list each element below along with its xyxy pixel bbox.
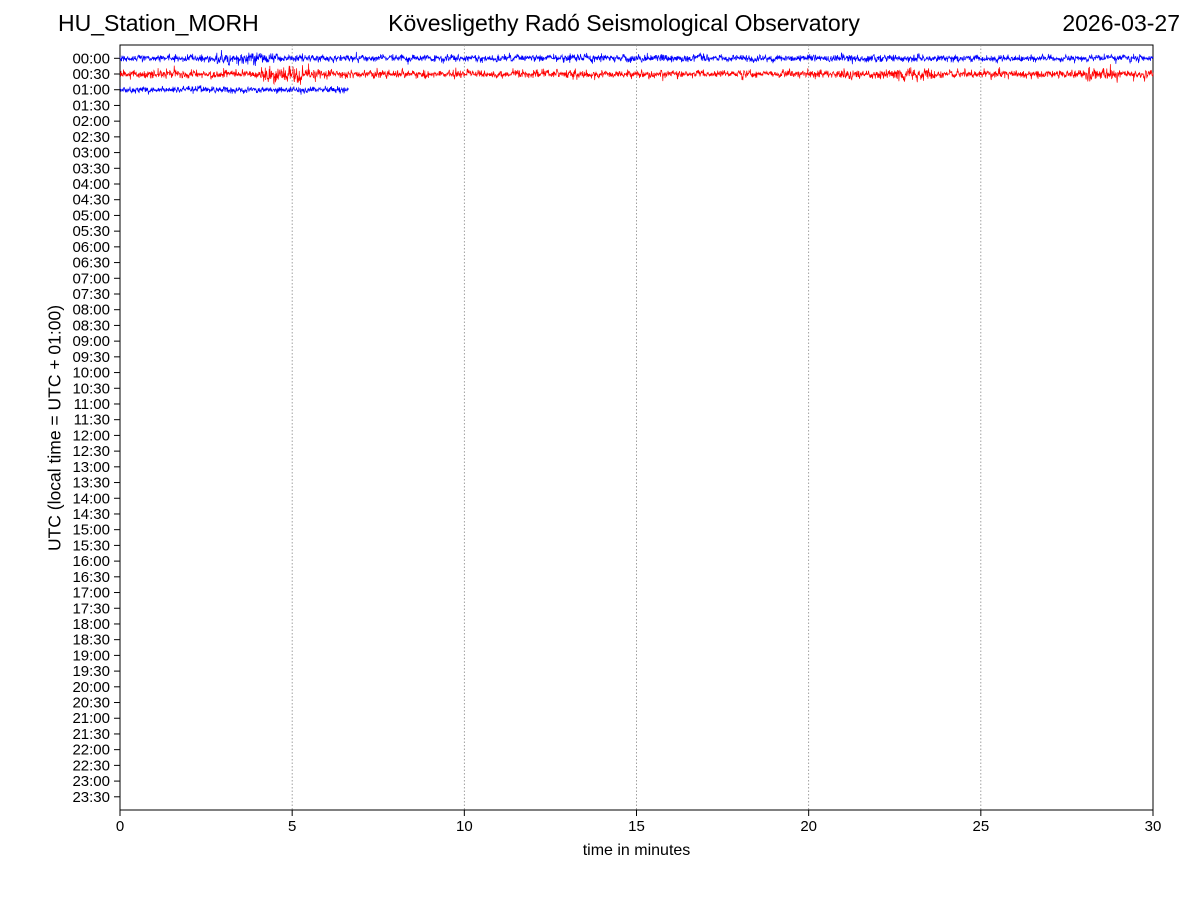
svg-text:04:00: 04:00: [72, 176, 110, 193]
svg-text:10:30: 10:30: [72, 380, 110, 397]
svg-text:21:00: 21:00: [72, 710, 110, 727]
svg-text:17:30: 17:30: [72, 600, 110, 617]
svg-text:17:00: 17:00: [72, 585, 110, 602]
svg-text:19:30: 19:30: [72, 663, 110, 680]
svg-text:16:30: 16:30: [72, 569, 110, 586]
svg-text:14:30: 14:30: [72, 506, 110, 523]
svg-text:12:30: 12:30: [72, 443, 110, 460]
svg-text:22:00: 22:00: [72, 742, 110, 759]
svg-text:13:00: 13:00: [72, 459, 110, 476]
svg-text:09:30: 09:30: [72, 349, 110, 366]
svg-text:15: 15: [628, 818, 645, 835]
svg-text:18:30: 18:30: [72, 632, 110, 649]
svg-text:11:00: 11:00: [74, 396, 110, 413]
svg-text:01:00: 01:00: [72, 82, 110, 99]
svg-text:20: 20: [800, 818, 817, 835]
svg-text:13:30: 13:30: [72, 475, 110, 492]
svg-text:18:00: 18:00: [72, 616, 110, 633]
svg-text:11:30: 11:30: [74, 412, 110, 429]
svg-text:00:30: 00:30: [72, 66, 110, 83]
svg-text:10: 10: [456, 818, 473, 835]
svg-text:01:30: 01:30: [72, 97, 110, 114]
svg-text:03:00: 03:00: [72, 145, 110, 162]
svg-text:15:00: 15:00: [72, 522, 110, 539]
svg-text:02:30: 02:30: [72, 129, 110, 146]
svg-text:08:30: 08:30: [72, 317, 110, 334]
svg-text:07:00: 07:00: [72, 270, 110, 287]
svg-text:23:00: 23:00: [72, 773, 110, 790]
svg-text:09:00: 09:00: [72, 333, 110, 350]
svg-text:03:30: 03:30: [72, 160, 110, 177]
svg-text:06:30: 06:30: [72, 255, 110, 272]
svg-text:02:00: 02:00: [72, 113, 110, 130]
svg-text:08:00: 08:00: [72, 302, 110, 319]
svg-text:07:30: 07:30: [72, 286, 110, 303]
svg-text:0: 0: [116, 818, 124, 835]
svg-text:06:00: 06:00: [72, 239, 110, 256]
svg-text:16:00: 16:00: [72, 553, 110, 570]
svg-text:05:00: 05:00: [72, 207, 110, 224]
svg-text:30: 30: [1145, 818, 1162, 835]
svg-text:05:30: 05:30: [72, 223, 110, 240]
svg-text:22:30: 22:30: [72, 757, 110, 774]
svg-text:10:00: 10:00: [72, 365, 110, 382]
svg-text:04:30: 04:30: [72, 192, 110, 209]
svg-text:12:00: 12:00: [72, 427, 110, 444]
svg-text:23:30: 23:30: [72, 789, 110, 806]
svg-text:21:30: 21:30: [72, 726, 110, 743]
svg-text:20:00: 20:00: [72, 679, 110, 696]
svg-text:25: 25: [972, 818, 989, 835]
svg-text:20:30: 20:30: [72, 695, 110, 712]
svg-text:19:00: 19:00: [72, 647, 110, 664]
svg-text:00:00: 00:00: [72, 50, 110, 67]
svg-text:15:30: 15:30: [72, 537, 110, 554]
svg-text:5: 5: [288, 818, 296, 835]
svg-text:14:00: 14:00: [72, 490, 110, 507]
